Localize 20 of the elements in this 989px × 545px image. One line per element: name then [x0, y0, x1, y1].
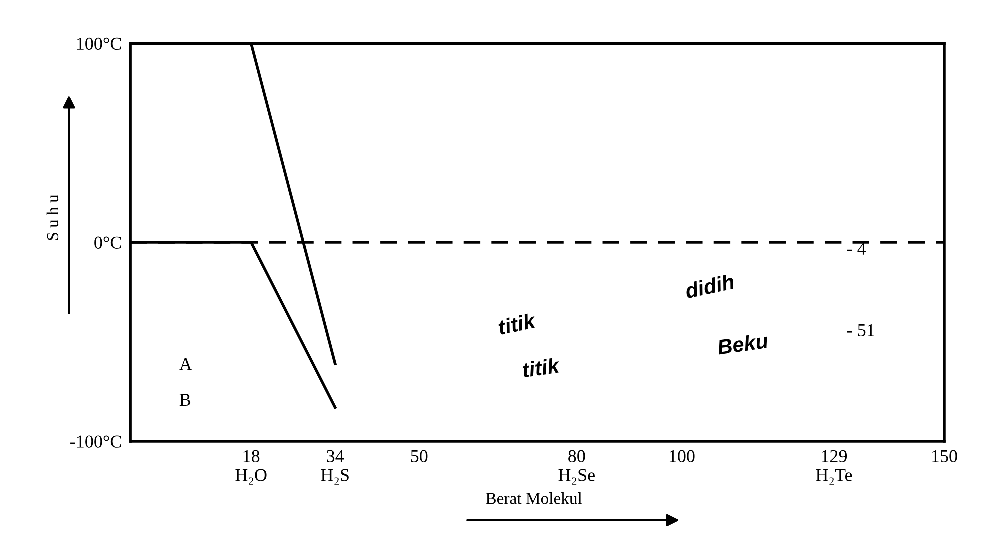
y-tick-label: -100°C [70, 436, 122, 448]
y-tick-label: 0°C [94, 236, 122, 249]
x-tick-label: 129 H₂Te [816, 450, 852, 485]
annotation: - 51 [847, 324, 874, 337]
x-tick-label: 50 [411, 450, 428, 462]
annotation: didih [684, 274, 736, 299]
annotation: Beku [716, 332, 769, 355]
x-tick-label: 150 [932, 450, 958, 462]
annotation: - 4 [847, 242, 866, 255]
annotation: A [180, 358, 192, 370]
x-tick-label: 80 H₂Se [558, 450, 595, 485]
annotation: titik [522, 358, 561, 378]
annotation: titik [498, 312, 538, 336]
x-tick-label: 18 H₂O [236, 450, 267, 485]
x-axis-title: Berat Molekul [486, 492, 582, 504]
y-axis-title: S u h u [46, 194, 59, 240]
x-tick-label: 100 [670, 450, 695, 462]
annotation: B [180, 394, 191, 406]
y-tick-label: 100°C [77, 38, 122, 50]
x-tick-label: 34 H₂S [321, 450, 349, 485]
